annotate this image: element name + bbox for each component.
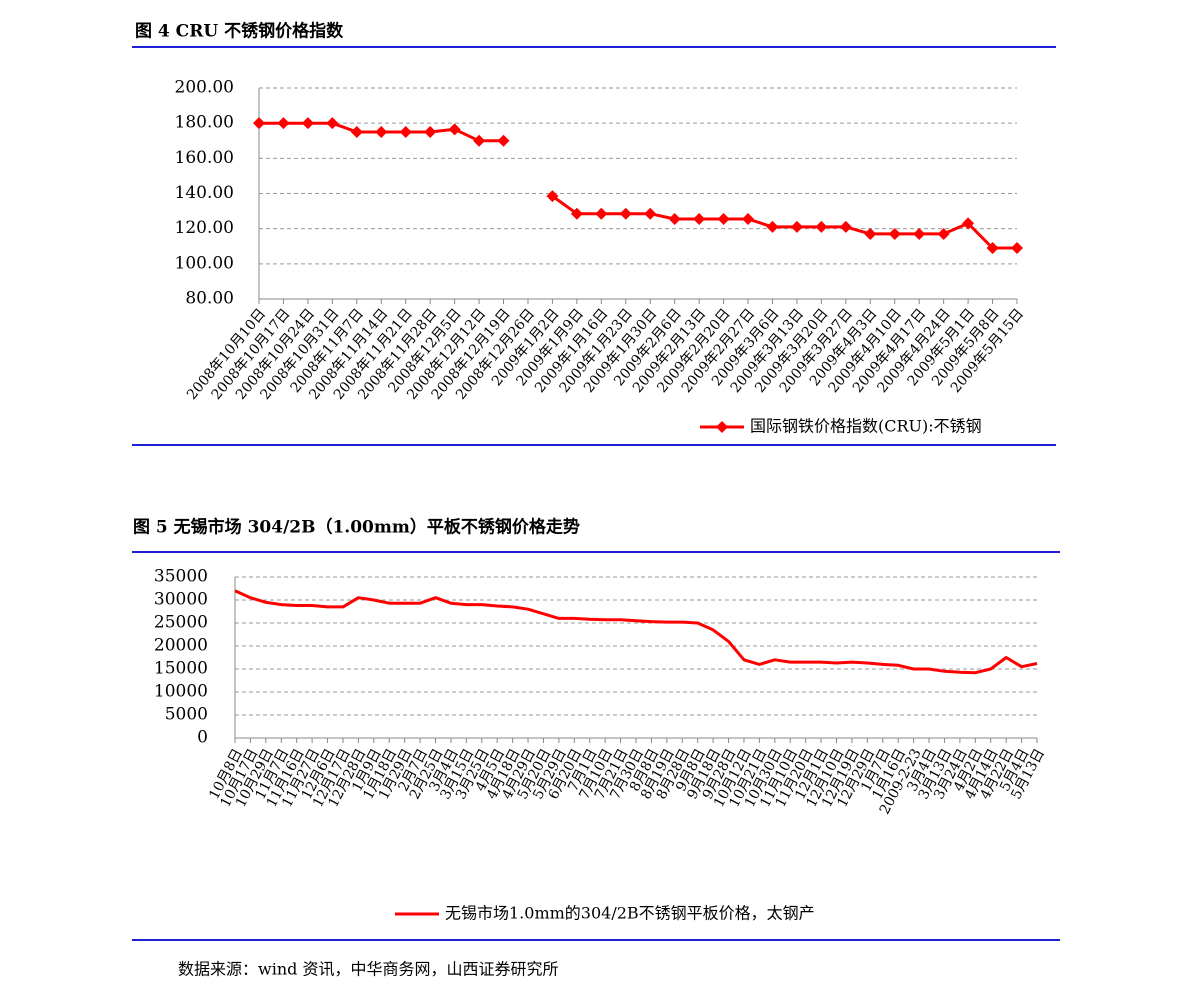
marker [815,220,828,233]
y-tick-label: 10000 [154,682,208,702]
marker [668,212,681,225]
y-tick-label: 120.00 [175,218,234,238]
source: 数据来源：wind 资讯，中华商务网，山西证券研究所 [178,960,558,979]
marker [644,207,657,220]
marker [937,227,950,240]
marker [326,117,339,130]
marker [399,125,412,138]
marker [375,125,388,138]
marker [888,227,901,240]
marker [424,125,437,138]
y-tick-label: 30000 [154,590,208,610]
marker [570,207,583,220]
marker [839,220,852,233]
marker [595,207,608,220]
y-tick-label: 180.00 [175,113,234,133]
y-tick-label: 200.00 [175,78,234,98]
marker [986,242,999,255]
marker [913,227,926,240]
line [259,121,1017,250]
chart-title: 图 5 无锡市场 304/2B（1.00mm）平板不锈钢价格走势 [133,517,580,538]
y-tick-label: 100.00 [175,253,234,273]
y-tick-label: 140.00 [175,183,234,203]
line [234,589,1038,675]
y-tick-label: 160.00 [175,148,234,168]
y-tick-label: 20000 [154,636,208,656]
y-tick-label: 25000 [154,613,208,633]
y-tick-label: 80.00 [185,289,234,309]
marker [497,134,510,147]
marker [742,212,755,225]
marker [301,117,314,130]
marker [350,125,363,138]
marker [1011,242,1023,255]
marker [473,134,486,147]
marker [693,212,706,225]
marker [546,190,559,203]
legend-label: 国际钢铁价格指数(CRU):不锈钢 [750,417,982,436]
legend-marker [716,421,728,433]
marker [790,220,803,233]
y-tick-label: 15000 [154,659,208,679]
marker [253,117,265,130]
marker [962,217,975,230]
y-tick-label: 0 [197,728,208,748]
marker [619,207,632,220]
marker [717,212,730,225]
marker [277,117,290,130]
y-tick-label: 35000 [154,567,208,587]
chart-title: 图 4 CRU 不锈钢价格指数 [135,21,344,42]
legend-label: 无锡市场1.0mm的304/2B不锈钢平板价格，太钢产 [445,904,815,923]
y-tick-label: 5000 [165,705,208,725]
marker [766,220,779,233]
marker [864,227,877,240]
marker [448,123,461,136]
